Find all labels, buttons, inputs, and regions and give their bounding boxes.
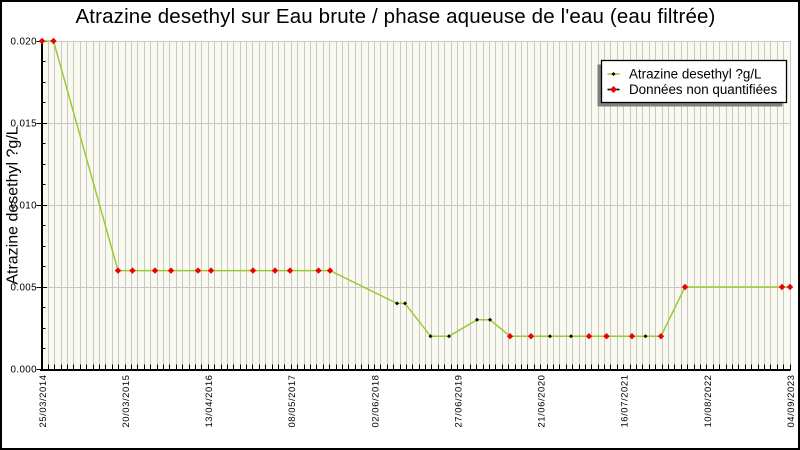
- svg-text:0.015: 0.015: [10, 118, 37, 129]
- svg-text:02/06/2018: 02/06/2018: [370, 375, 381, 428]
- svg-text:20/03/2015: 20/03/2015: [121, 375, 132, 428]
- svg-text:0.020: 0.020: [10, 36, 37, 47]
- svg-text:25/03/2014: 25/03/2014: [38, 375, 49, 428]
- svg-text:04/09/2023: 04/09/2023: [786, 375, 797, 428]
- svg-text:0.010: 0.010: [10, 200, 37, 211]
- svg-text:Données non quantifiées: Données non quantifiées: [629, 82, 777, 97]
- svg-text:13/04/2016: 13/04/2016: [204, 375, 215, 428]
- svg-text:0.000: 0.000: [10, 364, 37, 375]
- svg-text:27/06/2019: 27/06/2019: [454, 375, 465, 428]
- svg-text:Atrazine desethyl ?g/L: Atrazine desethyl ?g/L: [4, 126, 21, 284]
- svg-text:Atrazine desethyl sur Eau brut: Atrazine desethyl sur Eau brute / phase …: [75, 5, 715, 28]
- svg-text:0.005: 0.005: [10, 282, 37, 293]
- svg-text:Atrazine desethyl ?g/L: Atrazine desethyl ?g/L: [629, 66, 762, 81]
- svg-text:10/08/2022: 10/08/2022: [703, 375, 714, 428]
- svg-text:08/05/2017: 08/05/2017: [287, 375, 298, 428]
- svg-text:21/06/2020: 21/06/2020: [537, 375, 548, 428]
- svg-text:16/07/2021: 16/07/2021: [620, 375, 631, 428]
